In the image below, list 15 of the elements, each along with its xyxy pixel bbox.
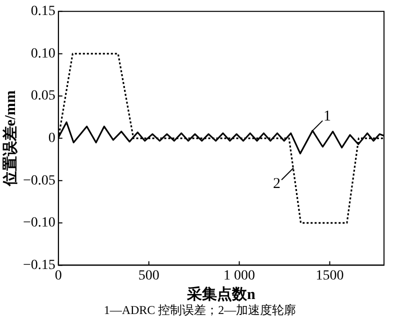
annotation: 1 bbox=[324, 108, 332, 125]
y-tick-label: 0 bbox=[48, 130, 56, 146]
x-tick-label: 500 bbox=[138, 268, 160, 284]
x-tick-label: 1 000 bbox=[224, 268, 256, 284]
y-tick-label: −0.10 bbox=[22, 216, 56, 231]
x-axis-title: 采集点数n bbox=[186, 286, 256, 303]
y-tick-label: 0.05 bbox=[30, 88, 56, 104]
y-tick-label: −0.15 bbox=[22, 258, 56, 273]
text: 1—ADRC 控制误差；2—加速度轮廓 bbox=[104, 303, 296, 318]
y-axis-title: 位置误差e/mm bbox=[2, 90, 19, 188]
x-tick-label: 1500 bbox=[316, 268, 344, 284]
y-tick-label: 0.10 bbox=[30, 46, 56, 62]
y-tick-label: 0.15 bbox=[30, 4, 56, 20]
y-tick-label: −0.05 bbox=[22, 173, 56, 188]
annotation: 2 bbox=[273, 176, 281, 192]
